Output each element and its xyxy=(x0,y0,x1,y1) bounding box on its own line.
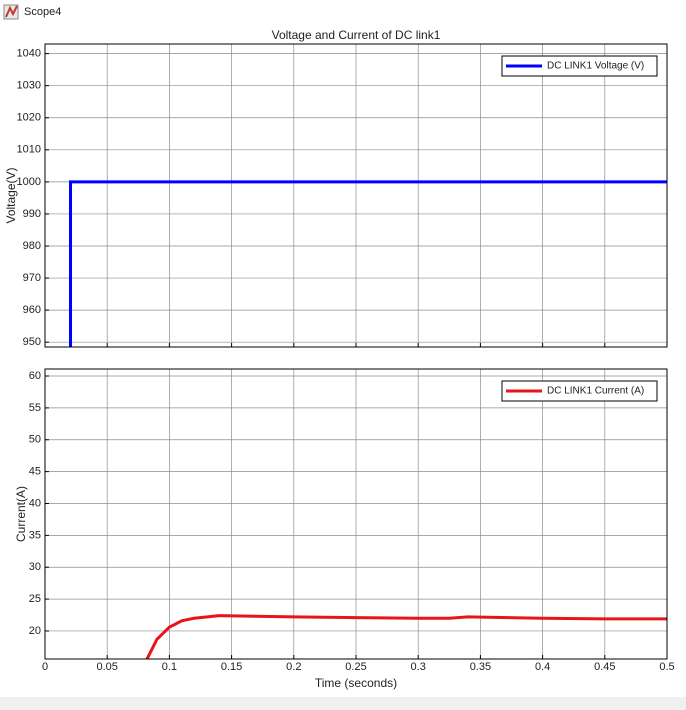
x-tick-label: 0.45 xyxy=(594,661,615,673)
x-tick-label: 0.5 xyxy=(659,661,674,673)
y-tick-label: 950 xyxy=(23,336,41,348)
legend-box xyxy=(501,380,658,402)
axes-box xyxy=(44,43,668,348)
y-tick-label: 60 xyxy=(29,370,41,382)
series-line xyxy=(145,614,667,659)
y-tick-label: 990 xyxy=(23,208,41,220)
axes-box xyxy=(44,368,668,660)
x-tick-label: 0.05 xyxy=(96,661,117,673)
y-tick-label: 1010 xyxy=(17,144,41,156)
y-tick-label: 1000 xyxy=(17,176,41,188)
y-tick-label: 40 xyxy=(29,497,41,509)
y-tick-label: 1020 xyxy=(17,112,41,124)
y-tick-label: 1040 xyxy=(17,48,41,60)
window-title: Scope4 xyxy=(24,6,61,18)
y-tick-label: 980 xyxy=(23,240,41,252)
x-tick-label: 0.4 xyxy=(535,661,550,673)
legend-label: DC LINK1 Current (A) xyxy=(547,386,644,397)
y-tick-label: 960 xyxy=(23,304,41,316)
x-tick-label: 0.25 xyxy=(345,661,366,673)
title-bar xyxy=(0,0,686,25)
x-tick-label: 0.2 xyxy=(286,661,301,673)
app-icon xyxy=(3,4,19,20)
y-tick-label: 55 xyxy=(29,402,41,414)
x-tick-label: 0.15 xyxy=(221,661,242,673)
chart-title: Voltage and Current of DC link1 xyxy=(272,28,441,42)
y-tick-label: 30 xyxy=(29,561,41,573)
y-tick-label: 50 xyxy=(29,434,41,446)
x-tick-label: 0 xyxy=(42,661,48,673)
y-tick-label: 1030 xyxy=(17,80,41,92)
series-line xyxy=(69,180,667,347)
x-tick-label: 0.35 xyxy=(470,661,491,673)
y-tick-label: 35 xyxy=(29,529,41,541)
y-tick-label: 970 xyxy=(23,272,41,284)
y-tick-label: 45 xyxy=(29,466,41,478)
x-tick-label: 0.3 xyxy=(411,661,426,673)
y-axis-label: Current(A) xyxy=(14,486,28,542)
legend-label: DC LINK1 Voltage (V) xyxy=(547,61,644,72)
y-tick-label: 20 xyxy=(29,625,41,637)
x-tick-label: 0.1 xyxy=(162,661,177,673)
x-axis-label: Time (seconds) xyxy=(315,676,397,690)
legend-box xyxy=(501,55,658,77)
y-axis-label: Voltage(V) xyxy=(4,167,18,223)
y-tick-label: 25 xyxy=(29,593,41,605)
